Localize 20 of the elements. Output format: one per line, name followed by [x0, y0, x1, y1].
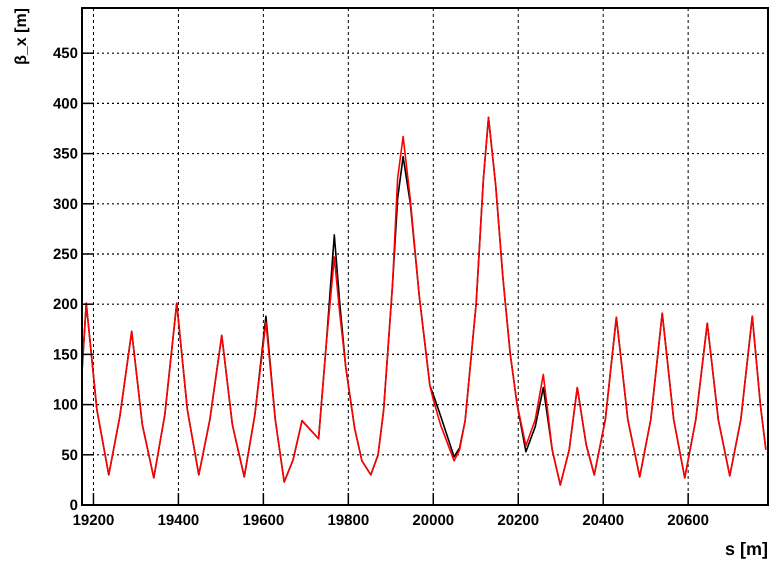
y-tick-label: 150 — [52, 346, 78, 364]
y-tick-label: 100 — [52, 396, 78, 414]
x-tick-label: 19600 — [242, 512, 284, 529]
y-tick-label: 350 — [52, 146, 78, 163]
x-tick-label: 20000 — [412, 512, 454, 529]
y-tick-label: 0 — [70, 497, 78, 514]
x-tick-label: 19800 — [327, 512, 370, 529]
y-tick-label: 450 — [52, 45, 78, 62]
y-tick-label: 200 — [52, 296, 78, 314]
x-tick-label: 19200 — [72, 512, 114, 529]
x-axis-title: s [m] — [724, 539, 768, 559]
y-axis-title: β_x [m] — [13, 8, 30, 65]
y-tick-label: 250 — [52, 246, 78, 263]
x-tick-label: 20600 — [667, 512, 710, 529]
x-tick-label: 20400 — [582, 512, 624, 529]
y-tick-label: 300 — [52, 196, 78, 213]
y-tick-label: 400 — [52, 95, 78, 112]
x-tick-label: 19400 — [158, 512, 200, 529]
y-tick-label: 50 — [61, 446, 78, 464]
x-tick-label: 20200 — [497, 512, 540, 529]
